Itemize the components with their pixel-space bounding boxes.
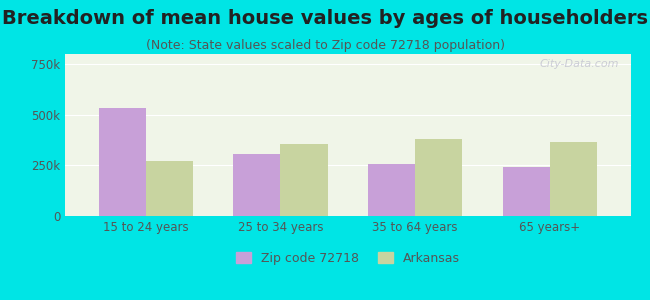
Bar [502,167,550,216]
Bar [280,144,328,216]
Bar [415,139,462,216]
Legend: Zip code 72718, Arkansas: Zip code 72718, Arkansas [229,246,466,271]
Text: City-Data.com: City-Data.com [540,59,619,69]
Bar [99,108,146,216]
Bar [368,164,415,216]
Bar [550,142,597,216]
Text: Breakdown of mean house values by ages of householders: Breakdown of mean house values by ages o… [2,9,648,28]
Bar [146,161,193,216]
Bar [233,154,280,216]
Text: (Note: State values scaled to Zip code 72718 population): (Note: State values scaled to Zip code 7… [146,39,504,52]
